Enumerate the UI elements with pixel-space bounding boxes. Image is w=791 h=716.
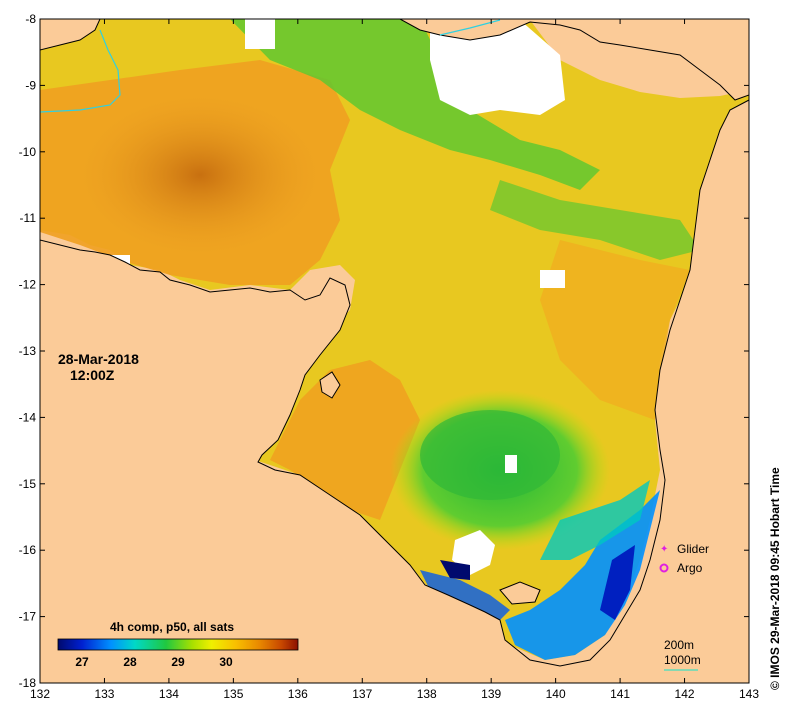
y-tick-label: -18 [19,676,37,690]
colorbar-gradient [57,638,299,651]
no-data-patch [245,19,275,49]
x-tick-label: 132 [30,687,50,701]
colorbar-tick-label: 30 [219,655,233,669]
x-tick-label: 136 [288,687,308,701]
y-tick-label: -13 [19,344,37,358]
credit-text: © IMOS 29-Mar-2018 09:45 Hobart Time [768,467,782,690]
land-new-guinea [399,19,749,101]
land-groote-eylandt [319,371,341,399]
x-tick-label: 142 [675,687,695,701]
isobath-1000-label: 1000m [664,653,701,667]
time-label: 12:00Z [70,367,115,383]
isobath-legend: 200m 1000m [664,638,701,671]
glider-label: Glider [677,542,709,556]
y-tick-label: -11 [20,211,37,225]
argo-label: Argo [677,561,703,575]
green-north [230,19,600,190]
warm-core [80,95,320,255]
cool-region-teal [540,480,650,560]
green-east [490,180,700,260]
x-axis: 132 133 134 135 136 137 138 139 140 141 142 143 [30,19,759,701]
colorbar-tick-label: 27 [75,655,89,669]
y-tick-label: -16 [19,543,37,557]
x-tick-label: 141 [610,687,630,701]
cool-region-southeast [505,490,660,660]
colorbar: 4h comp, p50, all sats 27 28 29 30 [57,620,299,669]
x-tick-label: 135 [223,687,243,701]
date-label: 28-Mar-2018 [58,351,139,367]
no-data-patch [505,455,517,473]
river-line [40,29,121,113]
cool-region-southwest [420,570,510,620]
colorbar-tick-label: 28 [123,655,137,669]
no-data-patch [452,530,495,575]
argo-marker-icon [659,563,669,573]
no-data-patch [430,20,565,115]
x-tick-label: 143 [739,687,759,701]
glider-marker-icon: ✦ [660,544,668,555]
y-tick-label: -17 [19,610,37,624]
no-data-patch [540,270,565,288]
y-tick-label: -9 [25,78,36,92]
land-melville [40,19,101,51]
y-axis: -8 -9 -10 -11 -12 -13 -14 -15 -16 -17 -18 [19,12,749,690]
x-tick-label: 137 [352,687,372,701]
land-mornington-island [499,581,541,605]
x-tick-label: 139 [481,687,501,701]
platform-legend: ✦ Glider Argo [659,542,709,575]
green-pool-core [420,410,560,500]
x-tick-label: 140 [546,687,566,701]
y-tick-label: -8 [25,12,36,26]
y-tick-label: -10 [19,145,37,159]
y-tick-label: -15 [19,477,37,491]
y-tick-label: -14 [19,410,37,424]
x-tick-label: 133 [94,687,114,701]
warm-region-east [540,240,690,420]
x-tick-label: 138 [417,687,437,701]
no-data-patch [440,560,470,580]
colorbar-tick-label: 29 [171,655,185,669]
isobath-200-label: 200m [664,638,694,652]
x-tick-label: 134 [159,687,179,701]
colorbar-title: 4h comp, p50, all sats [110,620,234,634]
y-tick-label: -12 [19,278,37,292]
river-line [439,19,501,36]
cool-region-deep [600,545,635,620]
land-cape-york [40,19,749,683]
